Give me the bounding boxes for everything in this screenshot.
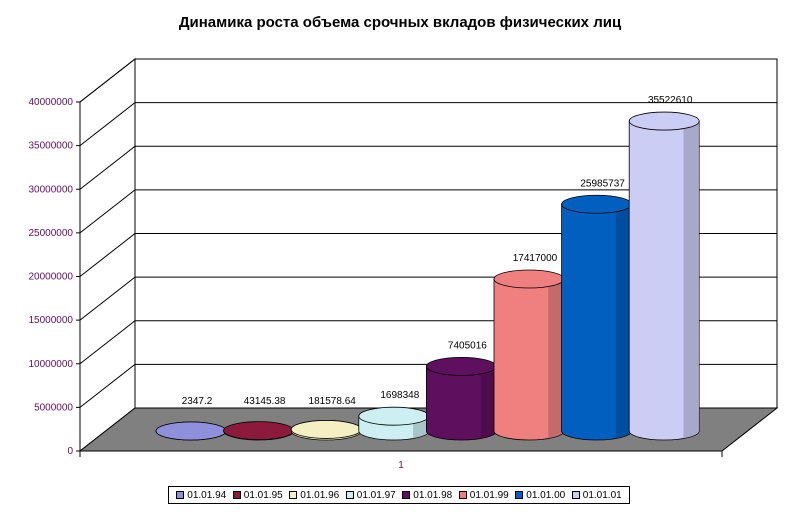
legend-label: 01.01.98 — [413, 489, 453, 501]
cylinder-bar-01-01-95 — [223, 421, 295, 441]
gridline — [79, 189, 777, 234]
bar-top — [358, 406, 430, 426]
cylinder-bar-01-01-00 — [561, 194, 632, 441]
bar-top — [561, 194, 632, 214]
cylinder-bar-01-01-01 — [628, 111, 700, 441]
cylinder-bar-01-01-97 — [358, 406, 430, 441]
y-tick-label: 0 — [67, 446, 73, 457]
y-tick-label: 10000000 — [29, 359, 74, 370]
cylinder-bar-01-01-98 — [425, 356, 497, 441]
legend-item: 01.01.97 — [345, 489, 396, 501]
gridline — [79, 145, 777, 190]
legend-swatch — [515, 491, 524, 499]
gridline — [79, 58, 777, 103]
legend-item: 01.01.96 — [289, 490, 339, 501]
data-label: 1698348 — [380, 390, 419, 401]
legend-item: 01.01.98 — [402, 490, 452, 501]
legend-label: 01.01.01 — [582, 489, 622, 501]
bar-shade — [615, 204, 632, 439]
y-tick-label: 35000000 — [29, 141, 74, 152]
data-label: 43145.38 — [244, 396, 286, 407]
data-label: 17417000 — [513, 253, 558, 264]
legend: 01.01.94 01.01.95 01.01.96 01.01.97 01.01.98… — [168, 486, 630, 504]
cylinder-bar-01-01-94 — [155, 421, 227, 441]
data-label: 7405016 — [448, 340, 487, 351]
legend-item: 01.01.95 — [232, 489, 283, 501]
bar-shade — [480, 366, 497, 439]
cylinder-bar-01-01-99 — [493, 269, 565, 441]
y-tick-label: 20000000 — [29, 272, 74, 283]
legend-item: 01.01.99 — [458, 489, 509, 501]
legend-item: 01.01.00 — [515, 490, 565, 501]
bar-top — [425, 356, 497, 376]
legend-label: 01.01.00 — [526, 489, 566, 501]
bar-top — [290, 420, 362, 439]
bar-top — [493, 269, 565, 289]
legend-label: 01.01.94 — [187, 489, 227, 501]
data-label: 35522610 — [648, 95, 693, 106]
legend-swatch — [345, 491, 354, 499]
y-tick-label: 15000000 — [29, 315, 74, 326]
legend-label: 01.01.99 — [469, 489, 509, 501]
data-label: 2347.2 — [182, 396, 213, 407]
legend-item: 01.01.01 — [571, 489, 622, 501]
y-tick-label: 40000000 — [29, 97, 74, 108]
y-tick-label: 25000000 — [29, 228, 74, 239]
bar-body — [628, 120, 700, 441]
legend-swatch — [402, 491, 411, 499]
legend-swatch — [458, 491, 467, 499]
bar-top — [155, 421, 227, 441]
x-tick-label: 1 — [398, 460, 404, 471]
bar-top — [223, 421, 295, 441]
cylinder-bar-01-01-96 — [290, 420, 362, 441]
legend-swatch — [232, 491, 241, 499]
data-label: 181578.64 — [309, 396, 357, 407]
legend-item: 01.01.94 — [176, 490, 226, 501]
legend-swatch — [289, 491, 298, 499]
bar-top — [628, 111, 700, 131]
gridline — [79, 102, 777, 147]
legend-label: 01.01.97 — [356, 489, 396, 501]
y-tick-label: 5000000 — [34, 402, 73, 413]
bar-shade — [548, 279, 564, 439]
y-tick-label: 30000000 — [29, 184, 74, 195]
data-label: 25985737 — [580, 178, 625, 189]
bar-shade — [683, 121, 700, 439]
chart-title: Динамика роста объема срочных вкладов фи… — [178, 14, 622, 31]
legend-swatch — [176, 491, 185, 499]
legend-swatch — [571, 491, 580, 499]
legend-label: 01.01.95 — [243, 489, 283, 501]
legend-label: 01.01.96 — [300, 489, 340, 501]
